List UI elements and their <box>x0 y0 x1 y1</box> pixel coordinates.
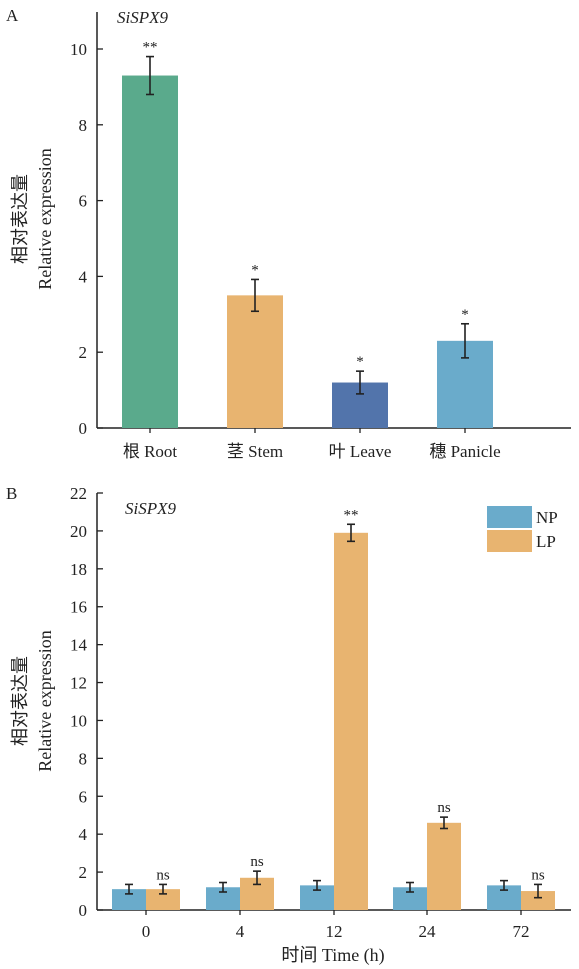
legend-swatch-lp <box>487 530 532 552</box>
panel-b-ylabel-cn: 相对表达量 <box>10 656 30 746</box>
panel-a-x-tick-label: 叶 Leave <box>329 442 392 461</box>
panel-a-gene-label: SiSPX9 <box>117 8 168 27</box>
legend-label-np: NP <box>536 508 558 527</box>
legend-label-lp: LP <box>536 532 556 551</box>
panel-b-gene-label: SiSPX9 <box>125 499 176 518</box>
panel-b-x-tick-label: 24 <box>419 922 437 941</box>
panel-a-y-tick-label: 0 <box>79 419 88 438</box>
panel-b-bar-np <box>206 887 240 910</box>
panel-b-y-tick-label: 10 <box>70 711 87 730</box>
panel-b-significance: ns <box>250 854 264 870</box>
panel-b-y-tick-label: 4 <box>79 825 88 844</box>
panel-b-significance: ** <box>344 507 359 523</box>
panel-a-plot: 0 2 4 6 8 10 ** 根 Root * 茎 Stem * 叶 Leave * 穗 Panicle <box>70 12 571 461</box>
panel-b-y-tick-label: 20 <box>70 522 87 541</box>
panel-b-letter: B <box>6 484 17 503</box>
panel-b-y-tick-label: 16 <box>70 598 87 617</box>
panel-b-y-tick-label: 22 <box>70 484 87 503</box>
panel-a-y-tick-label: 2 <box>79 343 88 362</box>
panel-a-x-tick-label: 茎 Stem <box>227 442 283 461</box>
panel-a-y-tick-label: 6 <box>79 192 88 211</box>
panel-b-y-tick-label: 0 <box>79 901 88 920</box>
panel-a-x-tick-label: 根 Root <box>123 442 178 461</box>
panel-b-bar-lp <box>334 532 368 910</box>
panel-a-significance: * <box>461 307 469 323</box>
panel-b-y-tick-label: 2 <box>79 863 88 882</box>
panel-b-xlabel: 时间 Time (h) <box>281 945 384 966</box>
panel-a-letter: A <box>6 6 19 25</box>
panel-b-x-tick-label: 0 <box>142 922 151 941</box>
panel-a-y-tick-label: 8 <box>79 116 88 135</box>
panel-a-y-tick-label: 4 <box>79 267 88 286</box>
panel-a-y-tick-label: 10 <box>70 40 87 59</box>
panel-a-significance: * <box>356 354 364 370</box>
panel-b-significance: ns <box>156 867 170 883</box>
panel-b-y-tick-label: 6 <box>79 787 88 806</box>
panel-b-bar-np <box>112 889 146 910</box>
panel-b-x-tick-label: 4 <box>236 922 245 941</box>
panel-b-bar-lp <box>521 891 555 910</box>
panel-b-y-tick-label: 18 <box>70 560 87 579</box>
panel-a-bar <box>122 75 178 428</box>
panel-a-ylabel-cn: 相对表达量 <box>10 174 30 264</box>
panel-b-x-tick-label: 12 <box>326 922 343 941</box>
panel-a-bar <box>227 295 283 428</box>
panel-b-x-tick-label: 72 <box>513 922 530 941</box>
panel-b-y-tick-label: 12 <box>70 674 87 693</box>
panel-a-x-tick-label: 穗 Panicle <box>429 442 500 461</box>
panel-b-bar-np <box>393 887 427 910</box>
legend: NP LP <box>487 506 558 552</box>
legend-swatch-np <box>487 506 532 528</box>
panel-b-y-tick-label: 8 <box>79 749 88 768</box>
panel-a-significance: ** <box>143 40 158 56</box>
panel-b-ylabel-en: Relative expression <box>35 630 55 771</box>
panel-b-significance: ns <box>531 867 545 883</box>
panel-a-significance: * <box>251 262 259 278</box>
panel-b-bar-lp <box>146 889 180 910</box>
panel-b-y-tick-label: 14 <box>70 636 88 655</box>
panel-a-ylabel-en: Relative expression <box>35 148 55 289</box>
panel-b-significance: ns <box>437 800 451 816</box>
panel-b-bar-lp <box>427 822 461 910</box>
